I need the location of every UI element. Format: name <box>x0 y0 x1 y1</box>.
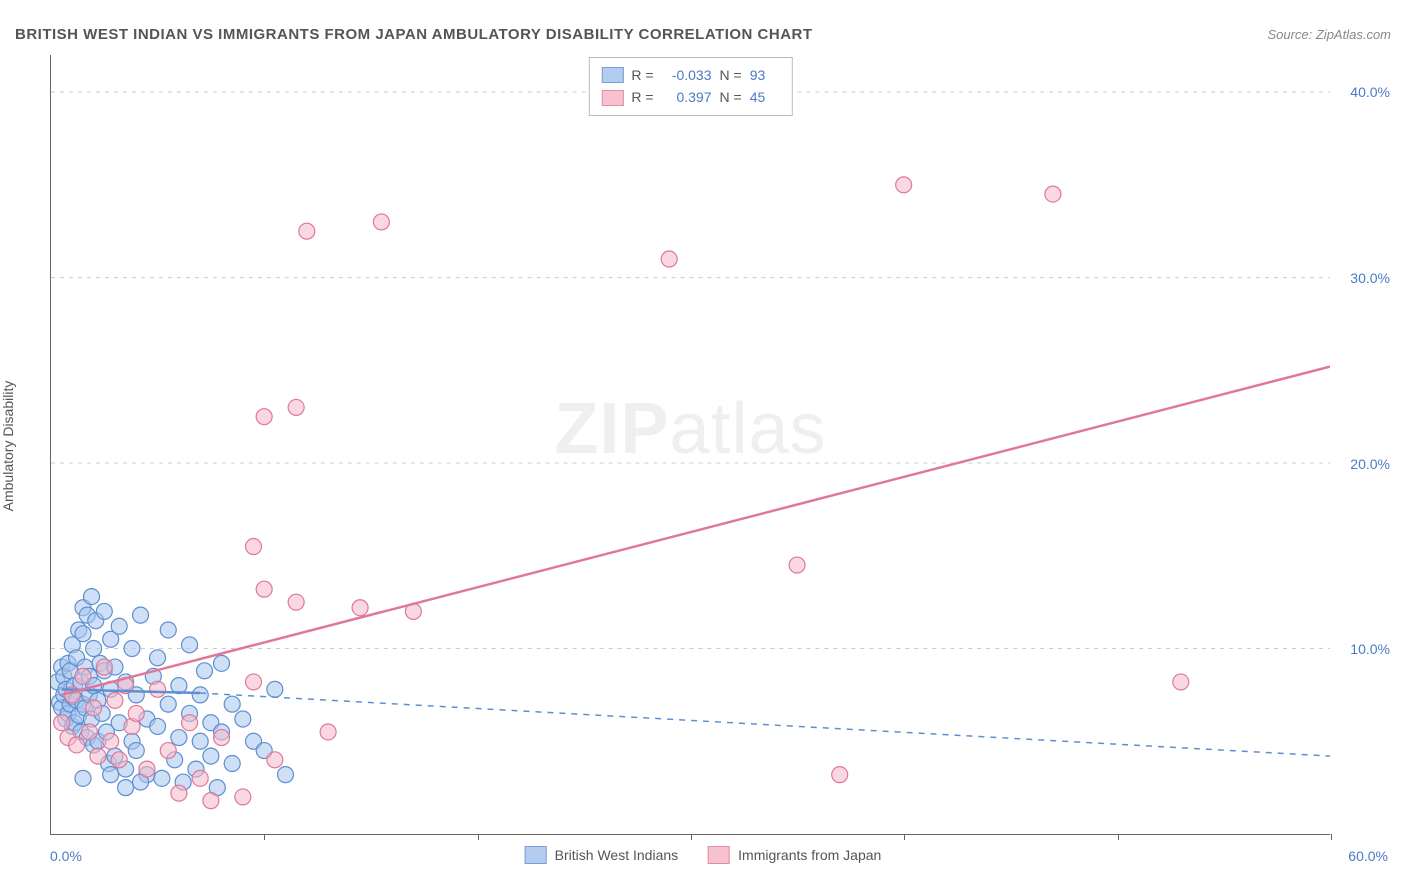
scatter-svg <box>51 55 1330 834</box>
x-tick-mark <box>904 834 905 840</box>
x-tick-mark <box>1331 834 1332 840</box>
x-tick-end: 60.0% <box>1348 848 1388 864</box>
r-value-japan: 0.397 <box>662 86 712 108</box>
plot-area: ZIPatlas 10.0%20.0%30.0%40.0% R = -0.033… <box>50 55 1330 835</box>
y-tick-label: 30.0% <box>1335 270 1390 286</box>
x-tick-mark <box>478 834 479 840</box>
x-tick-start: 0.0% <box>50 848 82 864</box>
r-value-bwi: -0.033 <box>662 64 712 86</box>
chart-source: Source: ZipAtlas.com <box>1267 27 1391 42</box>
legend-label-bwi: British West Indians <box>555 847 678 863</box>
swatch-japan-bottom <box>708 846 730 864</box>
legend-item-bwi: British West Indians <box>525 846 678 864</box>
legend-row-bwi: R = -0.033 N = 93 <box>601 64 779 86</box>
legend-item-japan: Immigrants from Japan <box>708 846 881 864</box>
correlation-legend: R = -0.033 N = 93 R = 0.397 N = 45 <box>588 57 792 116</box>
x-tick-mark <box>264 834 265 840</box>
legend-label-japan: Immigrants from Japan <box>738 847 881 863</box>
x-tick-mark <box>691 834 692 840</box>
n-value-japan: 45 <box>750 86 780 108</box>
x-tick-mark <box>1118 834 1119 840</box>
y-axis-label: Ambulatory Disability <box>0 381 16 512</box>
y-tick-label: 40.0% <box>1335 84 1390 100</box>
swatch-bwi-bottom <box>525 846 547 864</box>
y-tick-label: 20.0% <box>1335 456 1390 472</box>
chart-header: BRITISH WEST INDIAN VS IMMIGRANTS FROM J… <box>15 20 1391 48</box>
swatch-japan <box>601 90 623 106</box>
n-value-bwi: 93 <box>750 64 780 86</box>
y-tick-label: 10.0% <box>1335 641 1390 657</box>
legend-row-japan: R = 0.397 N = 45 <box>601 86 779 108</box>
chart-title: BRITISH WEST INDIAN VS IMMIGRANTS FROM J… <box>15 26 813 43</box>
series-legend: British West Indians Immigrants from Jap… <box>525 846 882 864</box>
swatch-bwi <box>601 67 623 83</box>
